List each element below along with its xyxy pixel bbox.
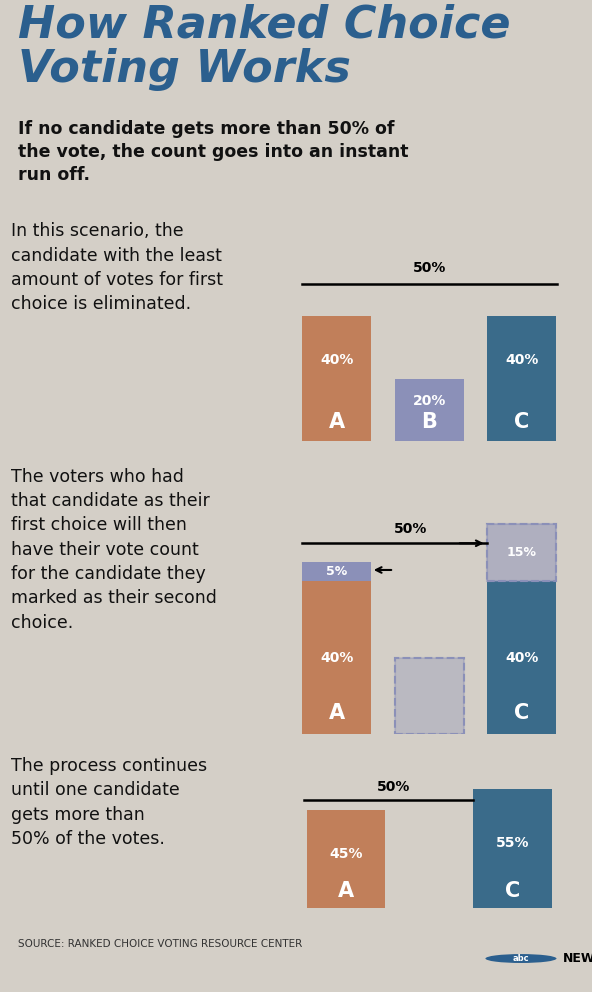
Text: 55%: 55%	[496, 836, 529, 850]
Text: 20%: 20%	[413, 394, 446, 408]
Text: C: C	[514, 412, 529, 433]
Bar	[487, 524, 556, 581]
Bar	[302, 315, 371, 441]
Text: B: B	[422, 412, 437, 433]
Text: C: C	[514, 702, 529, 722]
Text: C: C	[505, 881, 520, 901]
Text: 40%: 40%	[505, 651, 538, 665]
Text: A: A	[329, 702, 345, 722]
Text: 45%: 45%	[329, 846, 363, 861]
Text: 15%: 15%	[507, 547, 537, 559]
Text: If no candidate gets more than 50% of
the vote, the count goes into an instant
r: If no candidate gets more than 50% of th…	[18, 120, 408, 184]
Text: 5%: 5%	[326, 565, 348, 578]
Text: The voters who had
that candidate as their
first choice will then
have their vot: The voters who had that candidate as the…	[11, 468, 217, 632]
Text: In this scenario, the
candidate with the least
amount of votes for first
choice : In this scenario, the candidate with the…	[11, 222, 223, 313]
Text: A: A	[329, 412, 345, 433]
Text: NEWS: NEWS	[562, 952, 592, 965]
Bar	[307, 810, 385, 908]
Bar	[487, 315, 556, 441]
Text: A: A	[338, 881, 354, 901]
Circle shape	[485, 954, 556, 963]
Text: 40%: 40%	[320, 651, 353, 665]
Bar	[487, 581, 556, 734]
Text: 40%: 40%	[505, 353, 538, 367]
Text: abc: abc	[513, 954, 529, 963]
Bar	[394, 658, 464, 734]
Bar	[302, 562, 371, 581]
Text: How Ranked Choice
Voting Works: How Ranked Choice Voting Works	[18, 3, 510, 91]
Text: 40%: 40%	[320, 353, 353, 367]
Bar	[473, 789, 552, 908]
Text: 50%: 50%	[377, 780, 411, 795]
Bar	[394, 658, 464, 734]
Bar	[302, 581, 371, 734]
Bar	[487, 524, 556, 581]
Text: 50%: 50%	[413, 261, 446, 275]
Text: SOURCE: RANKED CHOICE VOTING RESOURCE CENTER: SOURCE: RANKED CHOICE VOTING RESOURCE CE…	[18, 938, 302, 948]
Text: 50%: 50%	[394, 522, 427, 536]
Bar	[394, 379, 464, 441]
Text: The process continues
until one candidate
gets more than
50% of the votes.: The process continues until one candidat…	[11, 757, 207, 848]
